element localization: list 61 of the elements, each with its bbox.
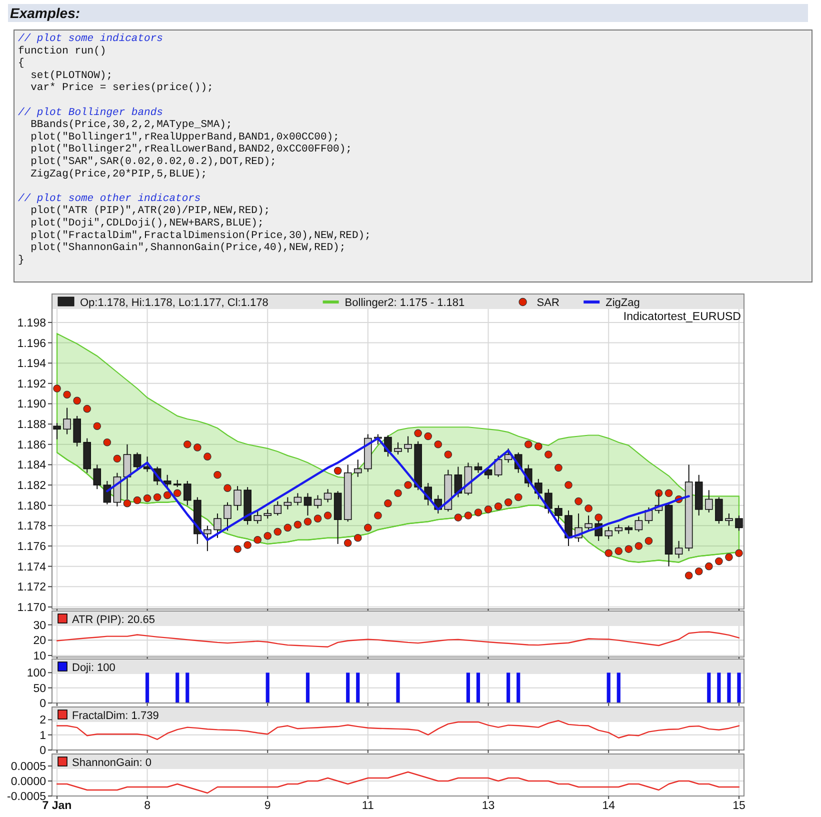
y-tick-label: 1.196 [17, 338, 46, 350]
y-tick-label: 1 [40, 730, 46, 742]
y-tick-label: 30 [33, 620, 46, 632]
y-tick-label: 1.170 [17, 602, 46, 614]
y-tick-label: 1.194 [17, 358, 47, 370]
legend-label: ATR (PIP): 20.65 [72, 614, 155, 626]
text: plot("FractalDim",FractalDimension(Price,30),NEW,RED); [18, 230, 371, 242]
legend-label: FractalDim: 1.739 [72, 710, 159, 722]
y-tick-label: 10 [33, 650, 46, 662]
legend-label: Op:1.178, Hi:1.178, Lo:1.177, Cl:1.178 [80, 297, 268, 309]
text: set(PLOTNOW); [18, 70, 113, 82]
y-tick-label: 0 [40, 698, 46, 710]
text: { [18, 58, 24, 70]
text: Examples: [10, 5, 80, 21]
text: // plot Bollinger bands [18, 106, 163, 119]
legend-label: Doji: 100 [72, 662, 116, 674]
y-tick-label: 1.190 [17, 398, 46, 411]
y-tick-label: 1.172 [17, 582, 46, 594]
y-tick-label: 1.178 [17, 520, 46, 533]
y-tick-label: 1.186 [17, 439, 46, 452]
y-tick-label: 1.174 [17, 561, 47, 574]
text: BBands(Price,30,2,2,MAType_SMA); [18, 119, 232, 132]
y-tick-label: 1.182 [17, 480, 46, 492]
text: // plot some other indicators [18, 192, 201, 205]
y-tick-label: 1.176 [17, 541, 46, 553]
y-tick-label: 1.192 [17, 378, 46, 390]
y-tick-label: 1.198 [17, 317, 46, 330]
text: plot("Bollinger2",rRealLowerBand,BAND2,0xCC00FF00); [18, 144, 352, 156]
x-tick-label: 11 [362, 800, 374, 812]
y-tick-label: 1.184 [17, 460, 47, 472]
x-tick-label: 14 [602, 800, 616, 812]
text: // plot some indicators [18, 33, 163, 45]
text: plot("ATR (PIP)",ATR(20)/PIP,NEW,RED); [18, 205, 270, 218]
text: } [18, 254, 24, 266]
y-tick-label: 2 [40, 714, 46, 727]
text: plot("Doji",CDLDoji(),NEW+BARS,BLUE); [18, 218, 264, 230]
y-tick-label: 1.188 [17, 419, 46, 432]
y-tick-label: 100 [26, 668, 46, 680]
y-tick-label: 0.0000 [10, 776, 46, 788]
x-tick-label: 7 Jan [42, 800, 72, 812]
legend-label: Bollinger2: 1.175 - 1.181 [344, 297, 465, 309]
x-tick-label: 15 [732, 800, 746, 812]
text: plot("ShannonGain",ShannonGain(Price,40),NEW,RED); [18, 242, 346, 254]
text: ZigZag(Price,20*PIP,5,BLUE); [18, 168, 208, 180]
x-tick-label: 8 [144, 800, 150, 812]
text: plot("SAR",SAR(0.02,0.02,0.2),DOT,RED); [18, 156, 276, 168]
x-tick-label: 9 [264, 800, 271, 812]
y-tick-label: 50 [33, 682, 46, 695]
legend-label: ShannonGain: 0 [72, 757, 152, 769]
legend-label: ZigZag [606, 297, 640, 309]
text: Indicatortest_EURUSD [623, 311, 741, 323]
text: plot("Bollinger1",rRealUpperBand,BAND1,0x00CC00); [18, 131, 340, 144]
y-tick-label: -0.0005 [6, 791, 46, 803]
text: var* Price = series(price()); [18, 82, 214, 94]
legend-label: SAR [536, 297, 560, 309]
text: function run() [18, 45, 106, 58]
x-tick-label: 13 [482, 800, 495, 812]
y-tick-label: 20 [33, 635, 46, 648]
y-tick-label: 0.0005 [10, 761, 46, 773]
y-tick-label: 1.180 [17, 500, 46, 512]
y-tick-label: 0 [40, 745, 46, 757]
